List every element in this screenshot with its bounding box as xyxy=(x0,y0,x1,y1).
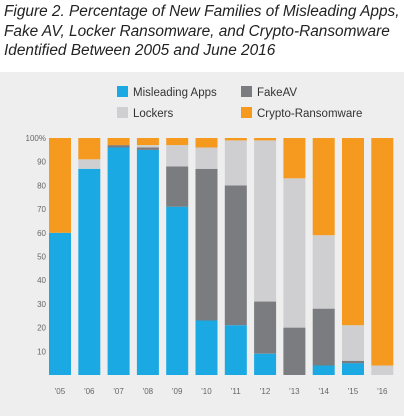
bar-segment-lockers xyxy=(136,145,159,148)
bar-segment-misleading-apps xyxy=(49,232,71,375)
bar-segment-lockers xyxy=(78,159,101,169)
bar-segment-fakeav xyxy=(224,185,247,326)
bar-segment-fakeav xyxy=(195,168,218,321)
bar-segment-lockers xyxy=(254,140,277,302)
bar-segment-lockers xyxy=(166,145,189,167)
bar-segment-misleading-apps xyxy=(342,363,364,375)
bar-segment-crypto-ransomware xyxy=(312,138,335,236)
bar-segment-lockers xyxy=(283,178,306,328)
y-tick-label: 60 xyxy=(37,229,46,238)
legend-label-crypto-ransomware: Crypto-Ransomware xyxy=(257,108,362,120)
x-tick-label: '07 xyxy=(113,387,124,396)
bar-segment-crypto-ransomware xyxy=(224,138,247,141)
chart-area: Misleading Apps FakeAV Lockers Crypto-Ranso… xyxy=(0,72,404,416)
legend-label-lockers: Lockers xyxy=(133,108,174,120)
x-tick-label: '14 xyxy=(318,387,329,396)
bar-segment-misleading-apps xyxy=(107,147,130,375)
y-tick-label: 100% xyxy=(26,134,46,143)
x-tick-label: '05 xyxy=(55,387,66,396)
chart-title: Figure 2. Percentage of New Families of … xyxy=(4,3,400,59)
bar-segment-fakeav xyxy=(136,147,159,150)
bar-segment-misleading-apps xyxy=(78,168,101,375)
y-tick-label: 50 xyxy=(37,253,46,262)
bar-segment-crypto-ransomware xyxy=(342,138,364,326)
bar-segment-crypto-ransomware xyxy=(283,138,306,179)
bar-segment-crypto-ransomware xyxy=(49,138,71,233)
x-tick-label: '11 xyxy=(231,387,241,396)
legend-swatch-lockers xyxy=(117,107,128,118)
x-tick-label: '15 xyxy=(348,387,359,396)
bar-segment-crypto-ransomware xyxy=(195,138,218,148)
bar-segment-lockers xyxy=(224,140,247,186)
bar-segment-fakeav xyxy=(312,308,335,366)
legend-swatch-crypto-ransomware xyxy=(241,107,252,118)
bar-segment-crypto-ransomware xyxy=(136,138,159,146)
bar-segment-fakeav xyxy=(254,301,277,354)
bar-segment-misleading-apps xyxy=(166,206,189,375)
bar-segment-misleading-apps xyxy=(195,320,218,375)
y-tick-label: 90 xyxy=(37,158,46,167)
x-tick-label: '09 xyxy=(172,387,183,396)
bar-segment-crypto-ransomware xyxy=(371,138,394,366)
bar-segment-misleading-apps xyxy=(254,353,277,375)
x-tick-label: '12 xyxy=(260,387,271,396)
bar-segment-lockers xyxy=(195,147,218,169)
bar-segment-crypto-ransomware xyxy=(78,138,101,160)
bar-segment-crypto-ransomware xyxy=(166,138,189,146)
bar-segment-fakeav xyxy=(283,327,306,375)
bar-segment-lockers xyxy=(312,235,335,309)
x-tick-label: '13 xyxy=(289,387,300,396)
y-tick-label: 70 xyxy=(37,205,46,214)
stacked-bar-chart: Misleading Apps FakeAV Lockers Crypto-Ranso… xyxy=(26,86,394,396)
bar-segment-misleading-apps xyxy=(312,365,335,375)
x-tick-label: '10 xyxy=(201,387,212,396)
x-tick-label: '16 xyxy=(377,387,388,396)
legend-swatch-misleading-apps xyxy=(117,86,128,97)
x-tick-label: '08 xyxy=(143,387,154,396)
y-tick-label: 10 xyxy=(37,347,46,356)
bar-segment-crypto-ransomware xyxy=(254,138,277,141)
bar-segment-misleading-apps xyxy=(224,325,247,375)
bar-segment-fakeav xyxy=(107,145,130,148)
legend-swatch-fakeav xyxy=(241,86,252,97)
bar-segment-lockers xyxy=(371,365,394,375)
bar-segment-lockers xyxy=(342,325,364,361)
legend-label-misleading-apps: Misleading Apps xyxy=(133,87,217,99)
x-tick-label: '06 xyxy=(84,387,95,396)
y-tick-label: 20 xyxy=(37,324,46,333)
legend-label-fakeav: FakeAV xyxy=(257,87,297,99)
y-tick-label: 30 xyxy=(37,300,46,309)
bar-segment-misleading-apps xyxy=(136,149,159,375)
bar-segment-crypto-ransomware xyxy=(107,138,130,146)
bar-segment-fakeav xyxy=(166,166,189,207)
y-tick-label: 80 xyxy=(37,181,46,190)
bar-segment-fakeav xyxy=(342,360,364,364)
y-tick-label: 40 xyxy=(37,276,46,285)
